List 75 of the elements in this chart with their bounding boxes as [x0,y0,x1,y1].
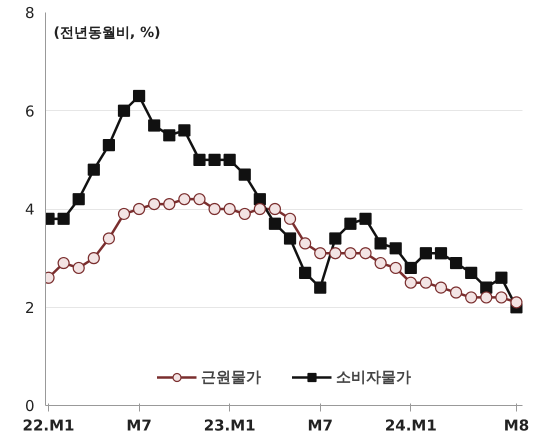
x-tick-label: 22.M1 [22,416,74,434]
point [510,296,522,308]
annotation: (전년동월비, %) [54,24,161,41]
point [118,104,130,117]
point [480,282,492,294]
point [465,266,478,279]
point [58,212,70,225]
point [404,276,417,289]
y-tick-label: 0 [24,397,35,415]
point [254,193,266,206]
point [148,198,160,210]
point [404,262,417,274]
point [148,119,160,132]
point [299,266,312,279]
point [163,129,176,142]
point [344,218,357,230]
point [268,218,282,230]
point [344,247,357,260]
point [329,247,342,260]
point [450,286,462,299]
point [88,164,100,176]
point [132,202,146,216]
point [254,202,266,216]
point [390,262,402,274]
point [102,139,115,152]
point [314,282,326,294]
point [118,208,130,220]
point [374,256,387,270]
point [208,202,221,216]
point [374,237,387,250]
y-tick-label: 4 [24,200,35,218]
point [420,276,432,289]
point [238,168,251,181]
point [238,208,251,220]
point [359,247,372,260]
legend-label: 소비자물가 [336,368,411,386]
point [480,291,492,304]
legend-label: 근원물가 [201,368,261,386]
point [224,154,236,166]
y-tick-label: 2 [24,298,35,317]
point [132,90,146,102]
point [72,193,85,206]
point [163,198,176,210]
point [465,291,478,304]
point [208,154,221,166]
point [299,237,312,250]
point [284,232,296,245]
point [72,262,85,274]
point [495,272,508,284]
point [224,202,236,216]
y-tick-label: 8 [24,4,35,22]
point [102,232,115,245]
point [314,247,326,260]
point [359,212,372,225]
point [284,212,296,225]
y-tick-label: 6 [24,102,35,120]
point [178,193,190,206]
point [58,256,70,270]
x-tick-label: 24.M1 [384,416,437,434]
x-tick-label: 23.M1 [204,416,256,434]
x-tick-label: M7 [126,416,152,434]
point [268,202,282,216]
point [329,232,342,245]
point [88,252,100,264]
point [193,154,206,166]
point [434,247,448,260]
point [193,193,206,206]
x-tick-label: M8 [504,416,530,434]
point [434,282,448,294]
point [450,256,462,270]
point [495,291,508,304]
point [390,242,402,254]
x-tick-label: M7 [308,416,333,434]
point [420,247,432,260]
point [178,124,190,136]
